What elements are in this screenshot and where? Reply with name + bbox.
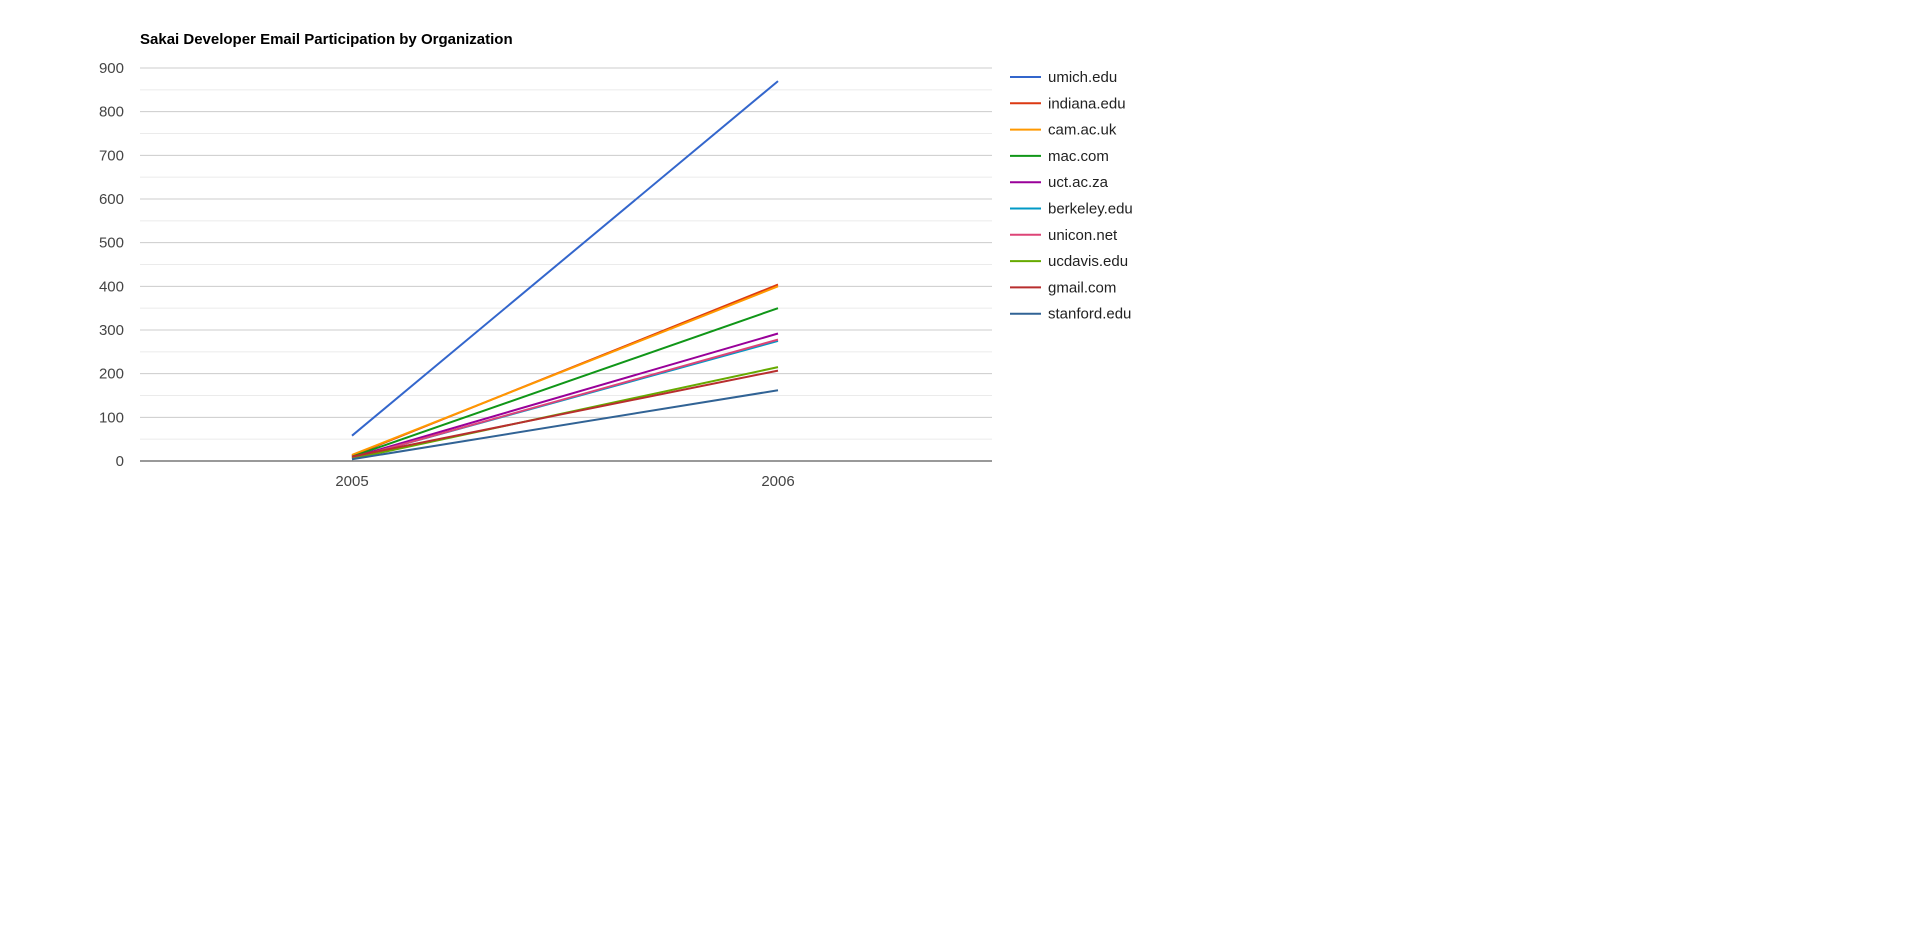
series-line-gmail-com[interactable]	[351, 369, 779, 458]
legend-label: uct.ac.za	[1048, 174, 1109, 191]
x-tick-label: 2005	[335, 473, 368, 490]
legend-item-stanford-edu[interactable]: stanford.edu	[1010, 306, 1131, 323]
y-tick-label: 400	[99, 278, 124, 295]
y-tick-label: 200	[99, 366, 124, 383]
y-tick-label: 900	[99, 60, 124, 77]
y-axis-ticks: 0 100 200 300 400 500 600 700 800 900	[99, 60, 124, 470]
x-axis-ticks: 2005 2006	[335, 473, 794, 490]
legend-item-ucdavis-edu[interactable]: ucdavis.edu	[1010, 253, 1128, 270]
gridlines	[140, 67, 992, 440]
legend-label: cam.ac.uk	[1048, 122, 1117, 139]
series-line-umich-edu[interactable]	[351, 80, 779, 437]
legend-label: stanford.edu	[1048, 306, 1131, 323]
series-line-stanford-edu[interactable]	[351, 389, 779, 461]
legend-item-indiana-edu[interactable]: indiana.edu	[1010, 95, 1126, 112]
legend-label: mac.com	[1048, 148, 1109, 165]
series-line-unicon-net[interactable]	[351, 338, 779, 460]
legend-item-unicon-net[interactable]: unicon.net	[1010, 227, 1118, 244]
legend[interactable]: umich.edu indiana.edu cam.ac.uk mac.com uct.…	[1010, 69, 1133, 323]
legend-label: umich.edu	[1048, 69, 1117, 86]
legend-label: gmail.com	[1048, 279, 1116, 296]
y-tick-label: 500	[99, 235, 124, 252]
chart-title: Sakai Developer Email Participation by O…	[140, 31, 513, 48]
legend-item-berkeley-edu[interactable]: berkeley.edu	[1010, 201, 1133, 218]
y-tick-label: 700	[99, 147, 124, 164]
x-tick-label: 2006	[761, 473, 794, 490]
legend-item-cam-ac-uk[interactable]: cam.ac.uk	[1010, 122, 1117, 139]
legend-label: ucdavis.edu	[1048, 253, 1128, 270]
series-lines	[351, 80, 779, 461]
legend-item-mac-com[interactable]: mac.com	[1010, 148, 1109, 165]
series-line-mac-com[interactable]	[351, 307, 779, 458]
legend-label: indiana.edu	[1048, 95, 1126, 112]
legend-label: unicon.net	[1048, 227, 1118, 244]
y-tick-label: 300	[99, 322, 124, 339]
y-tick-label: 800	[99, 104, 124, 121]
legend-label: berkeley.edu	[1048, 201, 1133, 218]
y-tick-label: 600	[99, 191, 124, 208]
series-line-uct-ac-za[interactable]	[351, 332, 779, 459]
legend-item-umich-edu[interactable]: umich.edu	[1010, 69, 1117, 86]
series-line-cam-ac-uk[interactable]	[351, 285, 779, 456]
legend-item-gmail-com[interactable]: gmail.com	[1010, 279, 1116, 296]
legend-item-uct-ac-za[interactable]: uct.ac.za	[1010, 174, 1109, 191]
y-tick-label: 100	[99, 409, 124, 426]
y-tick-label: 0	[116, 453, 124, 470]
